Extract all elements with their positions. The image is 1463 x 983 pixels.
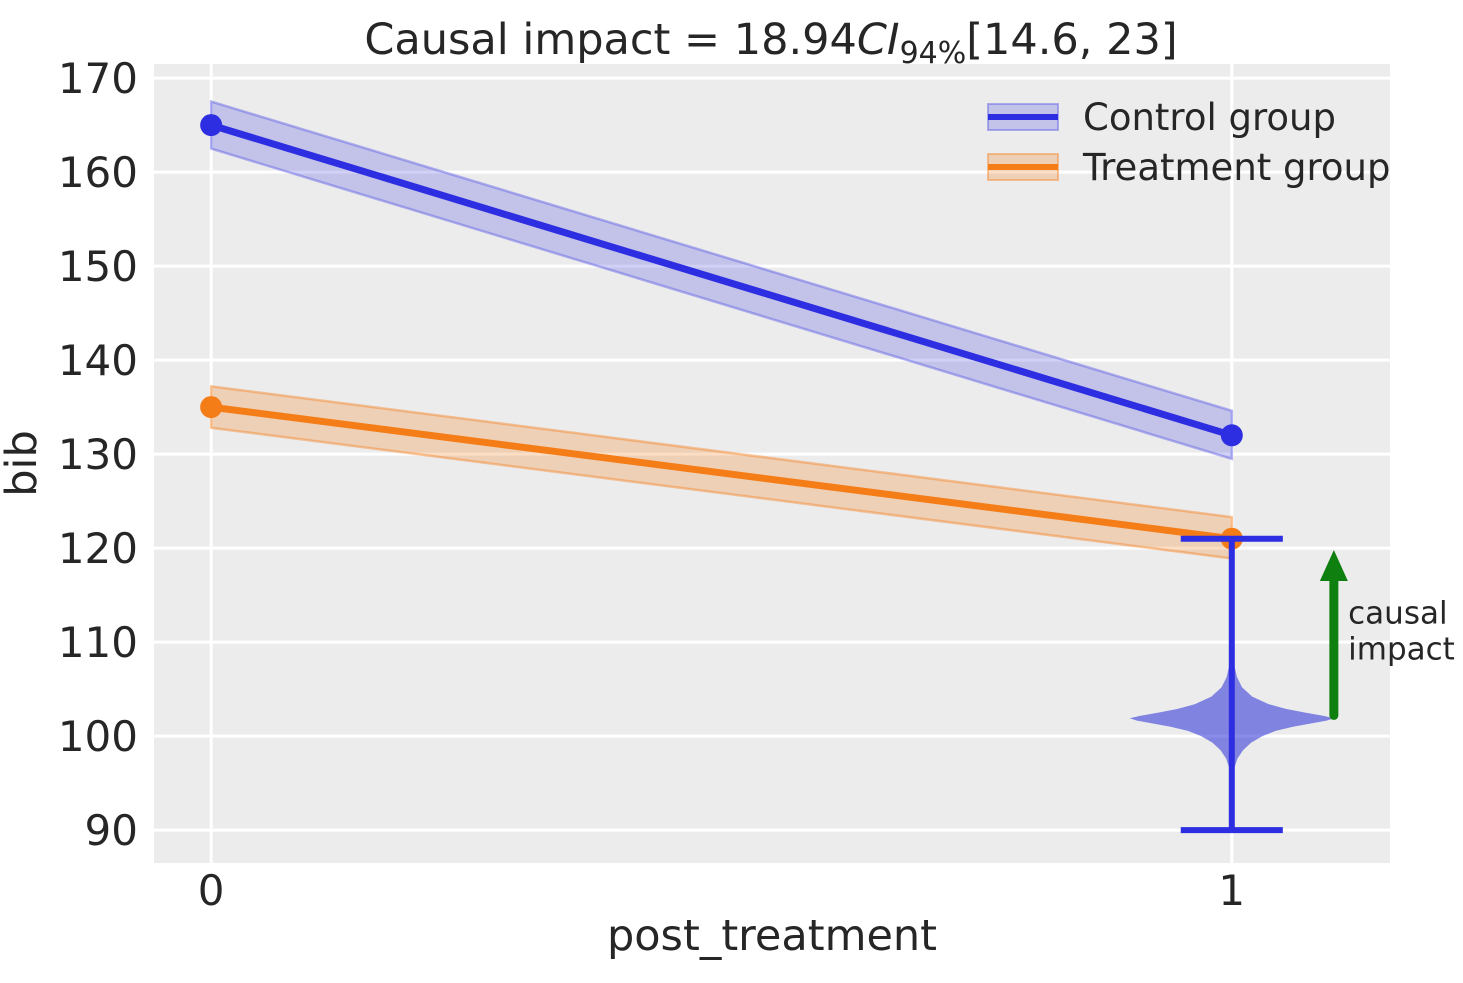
y-tick-label: 140 — [58, 336, 138, 385]
y-tick-label: 90 — [85, 806, 138, 855]
x-tick-label: 0 — [198, 866, 225, 915]
data-point — [200, 396, 223, 419]
legend-label: Control group — [1083, 96, 1336, 139]
series-line — [207, 121, 1236, 439]
causal-impact-label: impact — [1348, 631, 1455, 667]
x-tick-label: 1 — [1218, 866, 1245, 915]
y-tick-label: 150 — [58, 242, 138, 291]
legend-label: Treatment group — [1082, 146, 1391, 189]
y-tick-label: 110 — [58, 618, 138, 667]
data-point — [200, 114, 223, 137]
y-tick-label: 100 — [58, 712, 138, 761]
data-point — [1220, 424, 1243, 447]
y-tick-label: 170 — [58, 54, 138, 103]
causal-impact-label: causal — [1348, 595, 1447, 631]
causal-impact-arrow-head — [1319, 549, 1348, 581]
y-tick-label: 160 — [58, 148, 138, 197]
x-axis-label: post_treatment — [607, 911, 937, 961]
y-tick-label: 130 — [58, 430, 138, 479]
y-axis-label: bib — [0, 430, 47, 497]
y-tick-label: 120 — [58, 524, 138, 573]
chart-title: Causal impact = 18.94CI94%[14.6, 23] — [364, 15, 1177, 71]
series-line — [207, 403, 1236, 543]
